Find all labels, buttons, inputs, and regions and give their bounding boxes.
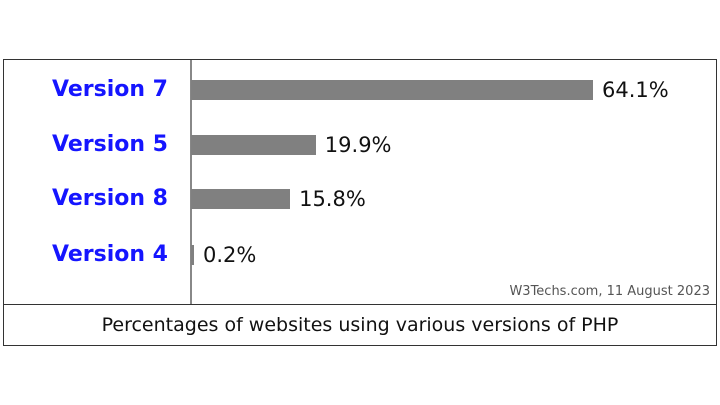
chart-frame: Version 7 64.1% Version 5 19.9% Version 8 15.…: [3, 59, 717, 346]
bar: [191, 80, 593, 100]
data-label: 64.1%: [602, 78, 669, 102]
data-label: 0.2%: [203, 243, 257, 267]
chart-title: Percentages of websites using various ve…: [101, 314, 619, 336]
bar: [191, 189, 291, 209]
source-credit: W3Techs.com, 11 August 2023: [509, 284, 710, 299]
category-label: Version 4: [52, 242, 168, 267]
data-label: 15.8%: [299, 187, 366, 211]
y-axis-line: [190, 60, 192, 304]
plot-area: Version 7 64.1% Version 5 19.9% Version 8 15.…: [4, 60, 716, 305]
bar: [191, 135, 316, 155]
category-label: Version 5: [52, 132, 168, 157]
category-label: Version 8: [52, 186, 168, 211]
bar: [191, 245, 194, 265]
data-label: 19.9%: [324, 133, 392, 157]
category-label: Version 7: [52, 77, 168, 102]
